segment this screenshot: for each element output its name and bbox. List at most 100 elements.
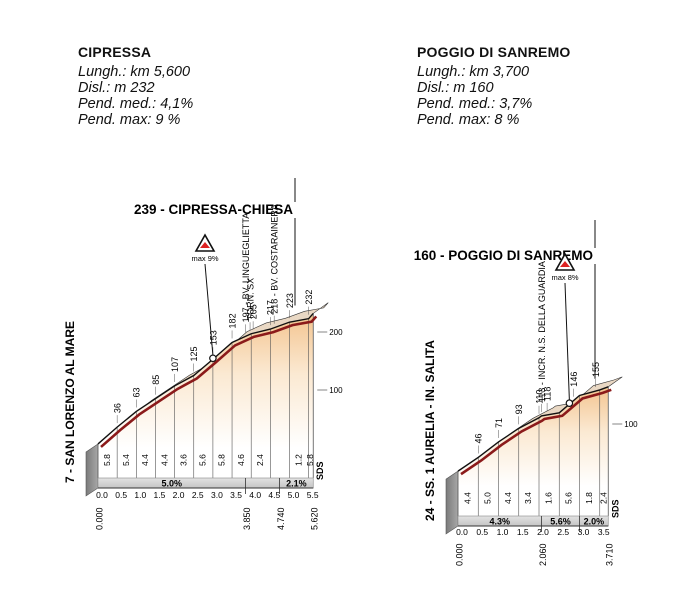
km-tick-label: 2.5 xyxy=(557,527,569,537)
key-km-label: 3.710 xyxy=(605,543,615,566)
section-gradient-value: 5.6 xyxy=(564,492,574,504)
section-gradient-value: 1.8 xyxy=(584,492,594,504)
altitude-scale-label: 100 xyxy=(329,386,343,395)
km-tick-label: 1.5 xyxy=(154,490,166,500)
km-tick-label: 1.0 xyxy=(134,490,146,500)
altitude-label: 223 xyxy=(285,293,295,308)
altitude-label: 155 xyxy=(591,362,601,377)
profile-area xyxy=(458,386,609,486)
gradient-strip xyxy=(97,477,314,489)
profile-outline xyxy=(457,386,609,472)
segment-gradient-label: 2.1% xyxy=(286,479,307,489)
max-gradient-pointer xyxy=(204,263,214,356)
stat-length: Lungh.: km 5,600 xyxy=(78,64,191,80)
stat-elevation: Disl.: m 160 xyxy=(417,80,494,96)
km-tick-label: 2.0 xyxy=(537,527,549,537)
profile-area xyxy=(98,313,314,448)
section-gradient-value: 4.4 xyxy=(159,454,169,466)
altitude-label: 85 xyxy=(151,375,161,385)
stat-avg-gradient: Pend. med.: 3,7% xyxy=(417,96,533,112)
segment-gradient-label: 4.3% xyxy=(489,517,510,527)
section-gradient-value: 1.6 xyxy=(543,492,553,504)
start-label: 24 - SS. 1 AURELIA - IN. SALITA xyxy=(423,340,437,521)
profile-side-wall xyxy=(445,470,459,535)
section-gradient-value: 4.4 xyxy=(503,492,513,504)
altitude-label: 93 xyxy=(514,404,524,414)
altitude-label: 118 xyxy=(542,387,552,401)
section-gradient-value: 5.8 xyxy=(305,454,315,466)
altitude-label: 63 xyxy=(132,387,142,397)
altitude-scale-label: 200 xyxy=(329,328,343,337)
profile-road-line xyxy=(460,388,612,476)
altitude-label: TORN. SX xyxy=(245,278,255,320)
stat-max-gradient: Pend. max: 8 % xyxy=(417,112,520,128)
section-gradient-value: 2.4 xyxy=(255,454,265,466)
summit-label: 239 - CIPRESSA-CHIESA xyxy=(134,202,293,217)
km-tick-label: 5.5 xyxy=(307,490,319,500)
altitude-label: 153 xyxy=(208,330,218,345)
km-tick-label: 0.5 xyxy=(476,527,488,537)
altitude-label: 217 xyxy=(266,300,276,315)
stat-avg-gradient: Pend. med.: 4,1% xyxy=(78,96,194,112)
section-gradient-value: 5.8 xyxy=(217,454,227,466)
km-tick-label: 1.0 xyxy=(497,527,509,537)
key-km-label: 2.060 xyxy=(538,543,548,566)
key-km-label: 3.850 xyxy=(242,507,252,530)
altitude-label: 197 - BV. LINGUEGLIETTA xyxy=(241,213,251,323)
altitude-label: 71 xyxy=(494,418,504,428)
section-gradient-value: 4.4 xyxy=(462,492,472,504)
km-tick-label: 3.0 xyxy=(211,490,223,500)
km-tick-label: 2.0 xyxy=(173,490,185,500)
section-gradient-value: 5.4 xyxy=(121,454,131,466)
cipressa-profile: 5.0% 2.1%5.8 5.4 4.4 4.4 3.6 5.6 5.8 4.6 2.4 1.2 5.… xyxy=(63,178,343,530)
altitude-label: 113 - INCR. N.S. DELLA GUARDIA xyxy=(537,261,547,402)
altitude-label: 46 xyxy=(474,433,484,443)
start-label: 7 - SAN LORENZO AL MARE xyxy=(63,321,77,483)
altitude-label: 182 xyxy=(227,313,237,328)
section-gradient-value: 3.4 xyxy=(523,492,533,504)
key-km-label: 0.000 xyxy=(454,543,464,566)
km-tick-label: 0.5 xyxy=(115,490,127,500)
section-gradient-value: 2.4 xyxy=(598,492,608,504)
altitude-scale-label: 100 xyxy=(624,420,638,429)
section-gradient-value: 5.8 xyxy=(102,454,112,466)
poggio-info: POGGIO DI SANREMO Lungh.: km 3,700 Disl.… xyxy=(417,44,571,128)
altitude-label: 125 xyxy=(189,346,199,361)
km-tick-label: 3.5 xyxy=(598,527,610,537)
climb-name: POGGIO DI SANREMO xyxy=(417,44,571,60)
altitude-label: 36 xyxy=(113,403,123,413)
section-gradient-value: 1.2 xyxy=(293,454,303,466)
km-tick-label: 3.5 xyxy=(230,490,242,500)
end-sds-label: SDS xyxy=(610,499,620,518)
key-km-label: 5.620 xyxy=(310,507,320,530)
max-gradient-point-marker xyxy=(565,399,574,407)
stat-elevation: Disl.: m 232 xyxy=(78,80,155,96)
altitude-label: 218 - BV. COSTARAINERA xyxy=(270,204,280,314)
max-gradient-point-marker xyxy=(209,354,217,363)
summit-label: 160 - POGGIO DI SANREMO xyxy=(414,248,593,263)
altitude-label: 205 xyxy=(248,304,258,319)
end-sds-label: SDS xyxy=(315,461,325,480)
altitude-label: 146 xyxy=(569,372,579,387)
km-tick-label: 0.0 xyxy=(96,490,108,500)
max-gradient-badge-label: max 9% xyxy=(191,254,218,263)
altitude-label: 232 xyxy=(304,290,314,305)
segment-gradient-label: 5.0% xyxy=(161,479,182,489)
max-gradient-badge-label: max 8% xyxy=(551,273,578,282)
climb-name: CIPRESSA xyxy=(78,44,152,60)
stat-max-gradient: Pend. max: 9 % xyxy=(78,112,181,128)
km-tick-label: 4.0 xyxy=(249,490,261,500)
km-tick-label: 3.0 xyxy=(578,527,590,537)
section-gradient-value: 5.0 xyxy=(483,492,493,504)
cipressa-info: CIPRESSA Lungh.: km 5,600 Disl.: m 232 P… xyxy=(78,44,193,128)
section-gradient-value: 5.6 xyxy=(198,454,208,466)
altitude-label: 110 xyxy=(534,389,544,403)
km-tick-label: 2.5 xyxy=(192,490,204,500)
km-tick-label: 4.5 xyxy=(268,490,280,500)
profile-road-line xyxy=(100,315,318,448)
km-tick-label: 1.5 xyxy=(517,527,529,537)
section-gradient-value: 4.6 xyxy=(236,454,246,466)
stat-length: Lungh.: km 3,700 xyxy=(417,64,530,80)
section-gradient-value: 4.4 xyxy=(140,454,150,466)
